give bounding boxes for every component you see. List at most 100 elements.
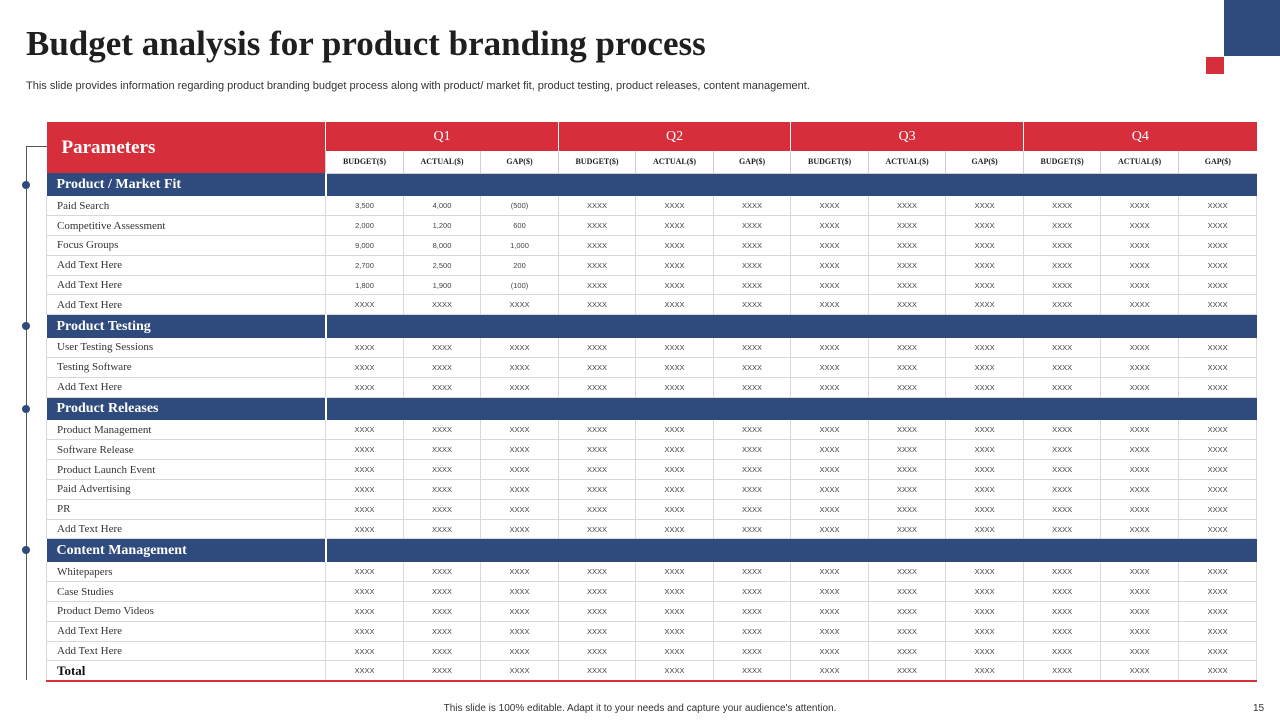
- table-cell: XXXX: [713, 275, 791, 296]
- table-row: Add Text Here XXXX XXXX XXXX XXXX XXXX XXXX XXX…: [46, 377, 1258, 398]
- table-cell: XXXX: [635, 499, 714, 520]
- table-cell: XXXX: [868, 660, 946, 682]
- table-cell: XXXX: [790, 275, 869, 296]
- section-label: Content Management: [46, 538, 327, 562]
- table-cell: XXXX: [1100, 255, 1179, 276]
- table-cell: 2,700: [325, 255, 404, 276]
- table-cell: 1,900: [403, 275, 481, 296]
- table-cell: XXXX: [945, 255, 1024, 276]
- subheader-q3-actual: ACTUAL($): [868, 151, 946, 174]
- table-cell: XXXX: [945, 660, 1024, 682]
- table-cell: XXXX: [635, 357, 714, 378]
- timeline-dot: [22, 546, 30, 555]
- table-cell: XXXX: [713, 196, 791, 217]
- table-cell: XXXX: [1100, 196, 1179, 217]
- table-cell: XXXX: [713, 294, 791, 316]
- table-cell: XXXX: [635, 561, 714, 583]
- table-cell: XXXX: [635, 420, 714, 441]
- table-cell: XXXX: [558, 196, 636, 217]
- table-cell: XXXX: [1023, 499, 1101, 520]
- table-cell: XXXX: [1100, 420, 1179, 441]
- table-cell: XXXX: [713, 357, 791, 378]
- table-cell: XXXX: [403, 439, 481, 461]
- row-label: Case Studies: [46, 581, 326, 603]
- table-cell: XXXX: [1100, 581, 1179, 603]
- table-cell: XXXX: [713, 621, 791, 642]
- table-cell: XXXX: [1100, 641, 1179, 662]
- table-cell: XXXX: [1023, 561, 1101, 583]
- table-cell: XXXX: [868, 499, 946, 520]
- table-cell: XXXX: [945, 215, 1024, 237]
- table-cell: XXXX: [403, 294, 481, 316]
- table-cell: XXXX: [1023, 660, 1101, 682]
- subheader-q2-gap: GAP($): [713, 151, 791, 174]
- table-cell: XXXX: [325, 561, 404, 583]
- corner-navy-square: [1224, 0, 1280, 56]
- table-cell: 600: [479, 215, 559, 237]
- table-cell: XXXX: [558, 479, 636, 500]
- table-cell: (100): [479, 275, 559, 296]
- table-cell: XXXX: [1023, 479, 1101, 500]
- table-cell: XXXX: [1100, 215, 1179, 237]
- table-cell: XXXX: [325, 641, 404, 662]
- table-cell: XXXX: [713, 499, 791, 520]
- table-cell: 1,200: [403, 215, 481, 237]
- table-cell: XXXX: [1023, 459, 1101, 481]
- table-cell: XXXX: [1023, 215, 1101, 237]
- table-cell: XXXX: [558, 641, 636, 662]
- table-cell: XXXX: [790, 479, 869, 500]
- table-cell: XXXX: [1100, 660, 1179, 682]
- table-cell: XXXX: [868, 420, 946, 441]
- table-cell: XXXX: [1023, 275, 1101, 296]
- table-cell: XXXX: [403, 479, 481, 500]
- table-cell: XXXX: [635, 519, 714, 540]
- table-row: Add Text Here XXXX XXXX XXXX XXXX XXXX XXXX XXX…: [46, 294, 1258, 316]
- table-cell: XXXX: [325, 420, 404, 441]
- table-cell: XXXX: [325, 621, 404, 642]
- table-cell: XXXX: [790, 621, 869, 642]
- table-cell: XXXX: [325, 439, 404, 461]
- table-row: Case Studies XXXX XXXX XXXX XXXX XXXX XXXX XXXX…: [46, 581, 1258, 603]
- table-cell: XXXX: [325, 337, 404, 359]
- row-label: Testing Software: [46, 357, 326, 378]
- table-cell: XXXX: [868, 519, 946, 540]
- table-cell: XXXX: [1023, 235, 1101, 256]
- corner-red-square: [1206, 57, 1224, 74]
- table-cell: XXXX: [945, 235, 1024, 256]
- timeline-dot: [22, 322, 30, 331]
- table-cell: XXXX: [558, 459, 636, 481]
- table-cell: XXXX: [325, 377, 404, 398]
- table-cell: XXXX: [558, 660, 636, 682]
- table-cell: XXXX: [558, 561, 636, 583]
- table-cell: XXXX: [1178, 621, 1258, 642]
- table-cell: XXXX: [558, 357, 636, 378]
- table-cell: XXXX: [945, 621, 1024, 642]
- row-label: Add Text Here: [46, 255, 326, 276]
- table-cell: XXXX: [403, 561, 481, 583]
- table-cell: XXXX: [1100, 621, 1179, 642]
- table-row: Whitepapers XXXX XXXX XXXX XXXX XXXX XXXX XXXX X…: [46, 561, 1258, 583]
- table-cell: XXXX: [558, 519, 636, 540]
- table-cell: XXXX: [945, 519, 1024, 540]
- table-cell: XXXX: [1178, 601, 1258, 622]
- table-cell: 2,000: [325, 215, 404, 237]
- table-cell: XXXX: [479, 519, 559, 540]
- table-row: Focus Groups 9,000 8,000 1,000 XXXX XXXX XXXX X…: [46, 235, 1258, 256]
- table-cell: XXXX: [1178, 255, 1258, 276]
- slide-title: Budget analysis for product branding pro…: [26, 24, 706, 63]
- row-label: Focus Groups: [46, 235, 326, 256]
- section-label: Product / Market Fit: [46, 173, 327, 196]
- table-cell: XXXX: [1100, 439, 1179, 461]
- quarter-header-q3: Q3: [790, 122, 1024, 151]
- table-cell: XXXX: [1023, 621, 1101, 642]
- table-cell: XXXX: [403, 641, 481, 662]
- table-cell: XXXX: [945, 439, 1024, 461]
- table-cell: XXXX: [945, 294, 1024, 316]
- row-label: User Testing Sessions: [46, 337, 326, 359]
- table-cell: XXXX: [1100, 479, 1179, 500]
- table-cell: XXXX: [635, 660, 714, 682]
- table-cell: XXXX: [868, 601, 946, 622]
- table-cell: XXXX: [403, 377, 481, 398]
- table-cell: XXXX: [790, 294, 869, 316]
- table-cell: XXXX: [1178, 641, 1258, 662]
